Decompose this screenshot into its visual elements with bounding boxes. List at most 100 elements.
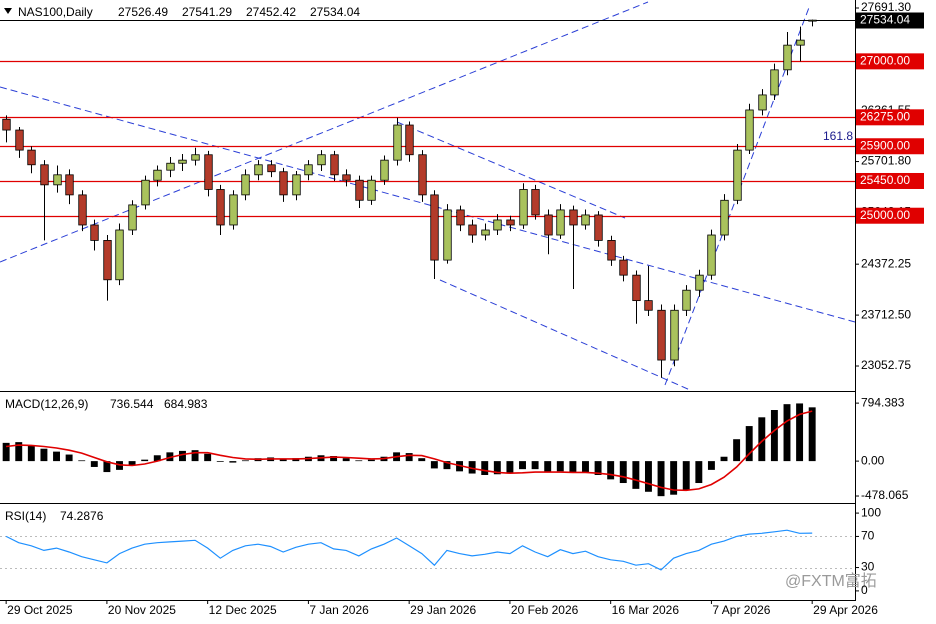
price-label: 27534.04 xyxy=(860,13,910,27)
macd-bar xyxy=(657,461,665,497)
candle-body xyxy=(317,154,326,166)
candle-body xyxy=(78,194,87,226)
fib-label: 161.8 xyxy=(823,129,853,143)
macd-value: 736.544 xyxy=(110,397,154,411)
candle-body xyxy=(695,274,704,291)
level-box xyxy=(856,172,924,189)
x-tick-label: 7 Jan 2026 xyxy=(309,603,369,617)
macd-bar xyxy=(531,461,539,470)
candle-body xyxy=(191,154,200,161)
candle-body xyxy=(166,162,175,171)
macd-bar xyxy=(506,461,514,474)
low-value: 27452.42 xyxy=(246,5,296,19)
candle-body xyxy=(279,171,288,196)
macd-bar xyxy=(594,461,602,475)
candle-body xyxy=(241,174,250,196)
y-tick-label: 24372.25 xyxy=(861,256,911,270)
macd-bar xyxy=(65,454,73,462)
macd-bar xyxy=(682,461,690,491)
candle-body xyxy=(619,259,628,276)
macd-bar xyxy=(670,461,678,495)
close-value: 27534.04 xyxy=(310,5,360,19)
candle-body xyxy=(745,109,754,151)
open-value: 27526.49 xyxy=(118,5,168,19)
candle-body xyxy=(430,194,439,261)
price-box xyxy=(856,12,924,29)
macd-bar xyxy=(405,453,413,462)
candle-body xyxy=(216,189,225,226)
macd-bar xyxy=(342,458,350,462)
candle-body xyxy=(418,154,427,196)
candle-body xyxy=(594,214,603,241)
trend-line xyxy=(396,121,626,219)
macd-title: MACD(12,26,9) xyxy=(5,397,88,411)
level-label: 26275.00 xyxy=(860,109,910,123)
candle-body xyxy=(758,94,767,111)
y-tick-label: 30 xyxy=(861,560,875,574)
candle-body xyxy=(2,118,11,131)
x-tick-label: 20 Feb 2026 xyxy=(511,603,579,617)
candle-body xyxy=(519,189,528,226)
y-tick-label: 794.383 xyxy=(861,395,905,409)
candle-body xyxy=(178,159,187,164)
candle-body xyxy=(456,209,465,226)
trend-line xyxy=(0,86,856,323)
macd-bar xyxy=(758,417,766,462)
macd-bar xyxy=(783,404,791,462)
candle-body xyxy=(254,164,263,176)
macd-bar xyxy=(279,458,287,462)
macd-bar xyxy=(418,458,426,462)
y-tick-label: 23712.50 xyxy=(861,307,911,321)
macd-bar xyxy=(481,461,489,475)
level-label: 25000.00 xyxy=(860,208,910,222)
candle-body xyxy=(733,149,742,201)
candle-body xyxy=(267,164,276,173)
candle-body xyxy=(292,174,301,196)
candle-body xyxy=(707,234,716,276)
x-tick-label: 29 Jan 2026 xyxy=(410,603,476,617)
macd-bar xyxy=(430,461,438,469)
candle-body xyxy=(481,229,490,236)
macd-bar xyxy=(695,461,703,484)
candle-body xyxy=(531,189,540,216)
macd-bar xyxy=(367,459,375,462)
macd-bar xyxy=(204,453,212,462)
macd-bar xyxy=(796,403,804,462)
macd-bar xyxy=(191,450,199,462)
x-tick-label: 7 Apr 2026 xyxy=(712,603,770,617)
candle-body xyxy=(380,159,389,181)
candle-body xyxy=(115,229,124,281)
y-tick-label: 27691.30 xyxy=(861,0,911,14)
rsi-line xyxy=(5,529,813,571)
macd-bar xyxy=(90,461,98,467)
candle-body xyxy=(393,124,402,161)
candle-body xyxy=(808,19,817,22)
macd-bar xyxy=(607,461,615,480)
macd-bar xyxy=(582,461,589,473)
macd-bar xyxy=(241,460,249,462)
macd-bar xyxy=(556,461,564,472)
candle-body xyxy=(141,179,150,206)
candle-body xyxy=(796,39,805,46)
y-tick-label: 23052.75 xyxy=(861,358,911,372)
candle-body xyxy=(670,309,679,361)
candle-body xyxy=(632,274,641,302)
x-tick-label: 29 Oct 2025 xyxy=(7,603,73,617)
candle-body xyxy=(607,240,616,261)
macd-bar xyxy=(53,451,60,462)
macd-bar xyxy=(770,410,778,462)
candle-body xyxy=(506,219,515,226)
menu-icon xyxy=(4,8,12,14)
candle-body xyxy=(581,214,590,226)
macd-bar xyxy=(808,407,816,462)
macd-bar xyxy=(141,459,149,462)
macd-bar xyxy=(632,461,640,489)
level-box xyxy=(856,207,924,224)
y-tick-label: -478.065 xyxy=(861,488,909,502)
watermark: @FXTM富拓 xyxy=(785,572,877,590)
candle-body xyxy=(556,209,565,236)
macd-bar xyxy=(569,461,577,473)
